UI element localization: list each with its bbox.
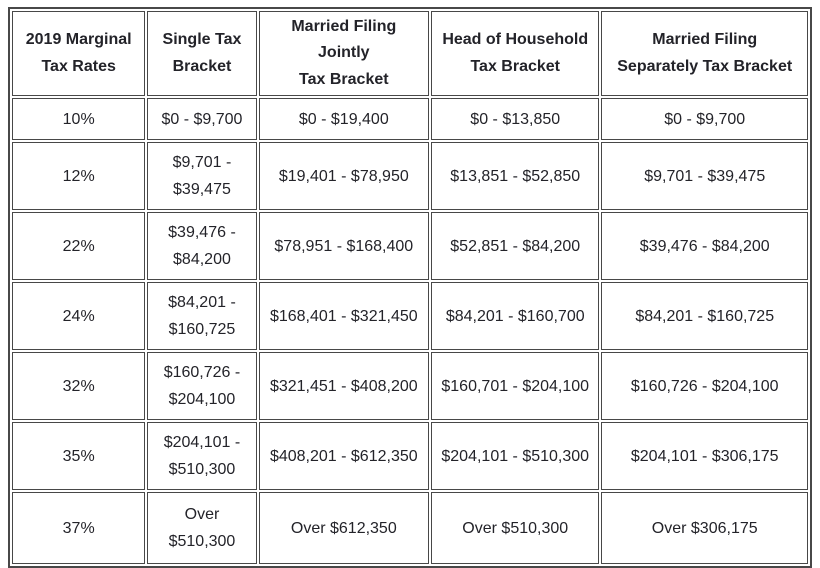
header-line: Bracket — [172, 57, 232, 75]
cell-single-bracket: $160,726 - $204,100 — [147, 352, 257, 421]
table-row: 24% $84,201 - $160,725 $168,401 - $321,4… — [12, 282, 808, 351]
header-line: Tax Bracket — [299, 70, 389, 88]
cell-married-separately-bracket: $84,201 - $160,725 — [601, 282, 808, 351]
table-row: 12% $9,701 - $39,475 $19,401 - $78,950 $… — [12, 142, 808, 211]
header-line: Tax Bracket — [470, 57, 560, 75]
header-married-separately-bracket: Married Filing Separately Tax Bracket — [601, 11, 808, 97]
header-line: Tax Rates — [41, 57, 116, 75]
header-head-of-household-bracket: Head of Household Tax Bracket — [431, 11, 600, 97]
cell-single-bracket: Over $510,300 — [147, 492, 257, 565]
cell-tax-rate: 24% — [12, 282, 146, 351]
header-marginal-tax-rates: 2019 Marginal Tax Rates — [12, 11, 146, 97]
header-married-jointly-bracket: Married Filing Jointly Tax Bracket — [258, 11, 430, 97]
cell-head-of-household-bracket: $84,201 - $160,700 — [431, 282, 600, 351]
cell-married-jointly-bracket: $168,401 - $321,450 — [258, 282, 430, 351]
cell-tax-rate: 10% — [12, 98, 146, 141]
cell-head-of-household-bracket: $0 - $13,850 — [431, 98, 600, 141]
cell-married-jointly-bracket: Over $612,350 — [258, 492, 430, 565]
cell-single-bracket: $9,701 - $39,475 — [147, 142, 257, 211]
cell-tax-rate: 32% — [12, 352, 146, 421]
cell-single-bracket: $84,201 - $160,725 — [147, 282, 257, 351]
cell-married-separately-bracket: Over $306,175 — [601, 492, 808, 565]
cell-married-jointly-bracket: $78,951 - $168,400 — [258, 212, 430, 281]
cell-married-separately-bracket: $9,701 - $39,475 — [601, 142, 808, 211]
cell-tax-rate: 35% — [12, 422, 146, 491]
cell-tax-rate: 12% — [12, 142, 146, 211]
table-row: 22% $39,476 - $84,200 $78,951 - $168,400… — [12, 212, 808, 281]
cell-married-jointly-bracket: $408,201 - $612,350 — [258, 422, 430, 491]
cell-single-bracket: $0 - $9,700 — [147, 98, 257, 141]
cell-married-jointly-bracket: $0 - $19,400 — [258, 98, 430, 141]
cell-married-separately-bracket: $204,101 - $306,175 — [601, 422, 808, 491]
table-row: 10% $0 - $9,700 $0 - $19,400 $0 - $13,85… — [12, 98, 808, 141]
header-single-bracket: Single Tax Bracket — [147, 11, 257, 97]
header-line: Married Filing Jointly — [291, 18, 397, 62]
cell-married-separately-bracket: $160,726 - $204,100 — [601, 352, 808, 421]
cell-tax-rate: 37% — [12, 492, 146, 565]
cell-single-bracket: $204,101 - $510,300 — [147, 422, 257, 491]
header-line: Separately Tax Bracket — [617, 57, 793, 75]
header-line: Married Filing — [652, 31, 758, 49]
cell-head-of-household-bracket: $13,851 - $52,850 — [431, 142, 600, 211]
cell-married-separately-bracket: $0 - $9,700 — [601, 98, 808, 141]
cell-head-of-household-bracket: $52,851 - $84,200 — [431, 212, 600, 281]
cell-head-of-household-bracket: $204,101 - $510,300 — [431, 422, 600, 491]
cell-single-bracket: $39,476 - $84,200 — [147, 212, 257, 281]
header-line: Head of Household — [442, 31, 589, 49]
cell-married-jointly-bracket: $19,401 - $78,950 — [258, 142, 430, 211]
cell-head-of-household-bracket: Over $510,300 — [431, 492, 600, 565]
table-row: 32% $160,726 - $204,100 $321,451 - $408,… — [12, 352, 808, 421]
cell-tax-rate: 22% — [12, 212, 146, 281]
header-row: 2019 Marginal Tax Rates Single Tax Brack… — [12, 11, 808, 97]
header-line: 2019 Marginal — [25, 31, 132, 49]
table-row: 37% Over $510,300 Over $612,350 Over $51… — [12, 492, 808, 565]
cell-head-of-household-bracket: $160,701 - $204,100 — [431, 352, 600, 421]
cell-married-jointly-bracket: $321,451 - $408,200 — [258, 352, 430, 421]
cell-married-separately-bracket: $39,476 - $84,200 — [601, 212, 808, 281]
table-row: 35% $204,101 - $510,300 $408,201 - $612,… — [12, 422, 808, 491]
header-line: Single Tax — [162, 31, 242, 49]
tax-brackets-table: 2019 Marginal Tax Rates Single Tax Brack… — [8, 7, 812, 568]
